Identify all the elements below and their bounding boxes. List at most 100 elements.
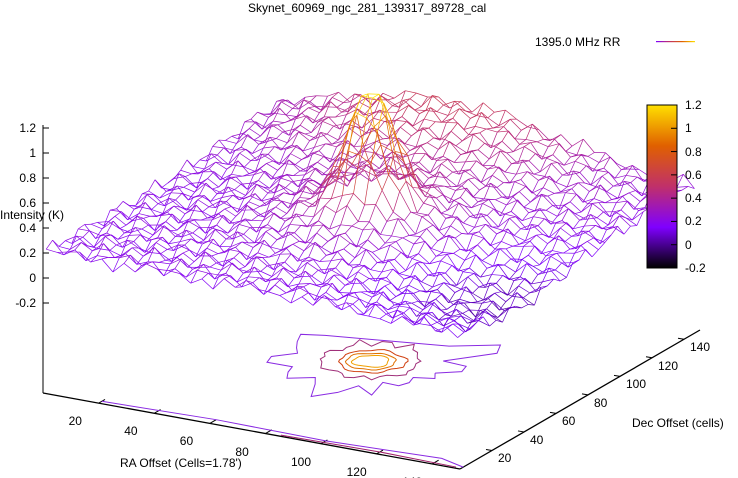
surface-mesh-segment: [563, 156, 571, 166]
surface-mesh-segment: [449, 315, 462, 318]
surface-mesh-segment: [220, 168, 228, 181]
surface-mesh-segment: [241, 241, 254, 248]
surface-mesh-segment: [182, 252, 195, 262]
surface-mesh-segment: [319, 255, 327, 262]
surface-mesh-segment: [163, 263, 171, 277]
surface-mesh-segment: [116, 244, 123, 248]
surface-mesh-segment: [681, 186, 689, 191]
surface-mesh-segment: [376, 291, 384, 303]
surface-mesh-segment: [490, 131, 498, 148]
surface-mesh-segment: [368, 204, 377, 222]
surface-mesh-segment: [517, 146, 525, 164]
y-axis-line: [459, 329, 701, 470]
surface-mesh-segment: [265, 227, 273, 232]
surface-mesh-segment: [69, 235, 77, 250]
surface-mesh-segment: [560, 134, 573, 147]
surface-mesh-segment: [342, 173, 354, 177]
surface-mesh-segment: [348, 294, 360, 300]
surface-mesh-segment: [212, 139, 220, 147]
surface-mesh-segment: [436, 104, 444, 112]
surface-mesh-segment: [229, 246, 236, 250]
surface-mesh-segment: [479, 128, 487, 134]
surface-mesh-segment: [491, 226, 504, 231]
surface-mesh-segment: [459, 108, 471, 119]
colorbar-tick-label: 0.6: [685, 167, 702, 182]
surface-mesh-segment: [496, 228, 508, 235]
surface-mesh-segment: [207, 213, 219, 219]
surface-mesh-segment: [309, 132, 321, 142]
z-tick-label: 1: [29, 146, 36, 160]
surface-mesh-segment: [628, 192, 641, 202]
surface-mesh-segment: [165, 259, 172, 262]
surface-mesh-segment: [544, 269, 556, 274]
surface-mesh-segment: [176, 252, 184, 258]
surface-mesh-segment: [319, 101, 331, 113]
surface-mesh-segment: [474, 177, 487, 187]
surface-mesh-segment: [311, 269, 319, 277]
surface-mesh-segment: [470, 112, 482, 119]
surface-mesh-segment: [259, 204, 267, 207]
surface-mesh-segment: [283, 232, 295, 238]
surface-mesh-segment: [231, 135, 239, 140]
surface-mesh-segment: [477, 149, 490, 160]
surface-mesh-segment: [278, 224, 290, 233]
surface-mesh-segment: [399, 270, 406, 275]
surface-mesh-segment: [318, 268, 330, 271]
surface-mesh-segment: [250, 111, 258, 120]
surface-mesh-segment: [458, 267, 470, 272]
surface-mesh-segment: [130, 254, 138, 265]
surface-mesh-segment: [237, 231, 244, 235]
surface-mesh-segment: [470, 302, 482, 304]
surface-mesh-segment: [401, 162, 413, 167]
surface-mesh-segment: [421, 274, 429, 283]
surface-mesh-segment: [493, 150, 501, 166]
surface-mesh-segment: [318, 205, 326, 221]
surface-mesh-segment: [565, 192, 577, 195]
surface-mesh-segment: [345, 158, 353, 165]
surface-mesh-segment: [424, 184, 432, 197]
y-tick-label: 60: [562, 414, 576, 429]
surface-mesh-segment: [535, 285, 548, 292]
surface-mesh-segment: [635, 190, 647, 196]
surface-mesh-segment: [508, 305, 516, 309]
surface-mesh-segment: [503, 119, 511, 127]
surface-mesh-segment: [538, 175, 550, 181]
surface-mesh-segment: [210, 224, 217, 228]
surface-mesh-segment: [365, 97, 377, 101]
surface-mesh-segment: [428, 127, 441, 141]
surface-mesh-segment: [484, 310, 497, 321]
surface-mesh-segment: [217, 154, 229, 165]
surface-mesh-segment: [568, 172, 580, 176]
surface-mesh-segment: [208, 200, 221, 208]
surface-mesh-segment: [431, 156, 444, 161]
surface-mesh-segment: [584, 224, 596, 227]
surface-mesh-segment: [218, 213, 230, 224]
contour-line: [266, 333, 502, 398]
surface-mesh-segment: [465, 320, 473, 333]
surface-mesh-segment: [191, 171, 203, 175]
surface-mesh-segment: [143, 215, 151, 219]
surface-mesh-segment: [492, 174, 504, 183]
surface-mesh-segment: [628, 190, 636, 194]
surface-mesh-segment: [569, 193, 577, 203]
surface-mesh-segment: [381, 259, 389, 273]
surface-mesh-segment: [105, 234, 112, 237]
surface-mesh-segment: [436, 317, 449, 323]
surface-mesh-segment: [390, 309, 398, 324]
surface-mesh-segment: [392, 105, 400, 108]
surface-mesh-segment: [533, 216, 545, 220]
surface-mesh-segment: [320, 132, 328, 135]
surface-mesh-segment: [364, 264, 371, 270]
surface-mesh-segment: [304, 132, 312, 135]
x-tick-label: 80: [235, 444, 249, 459]
surface-mesh-segment: [144, 202, 157, 217]
surface-mesh-segment: [302, 140, 310, 152]
surface-mesh-segment: [426, 224, 434, 229]
surface-mesh-segment: [205, 182, 218, 194]
surface-mesh-segment: [508, 130, 520, 145]
surface-mesh-segment: [519, 263, 527, 277]
surface-mesh-segment: [405, 181, 418, 214]
surface-mesh-segment: [520, 224, 532, 230]
surface-mesh-segment: [553, 227, 561, 239]
surface-mesh-segment: [210, 153, 223, 164]
